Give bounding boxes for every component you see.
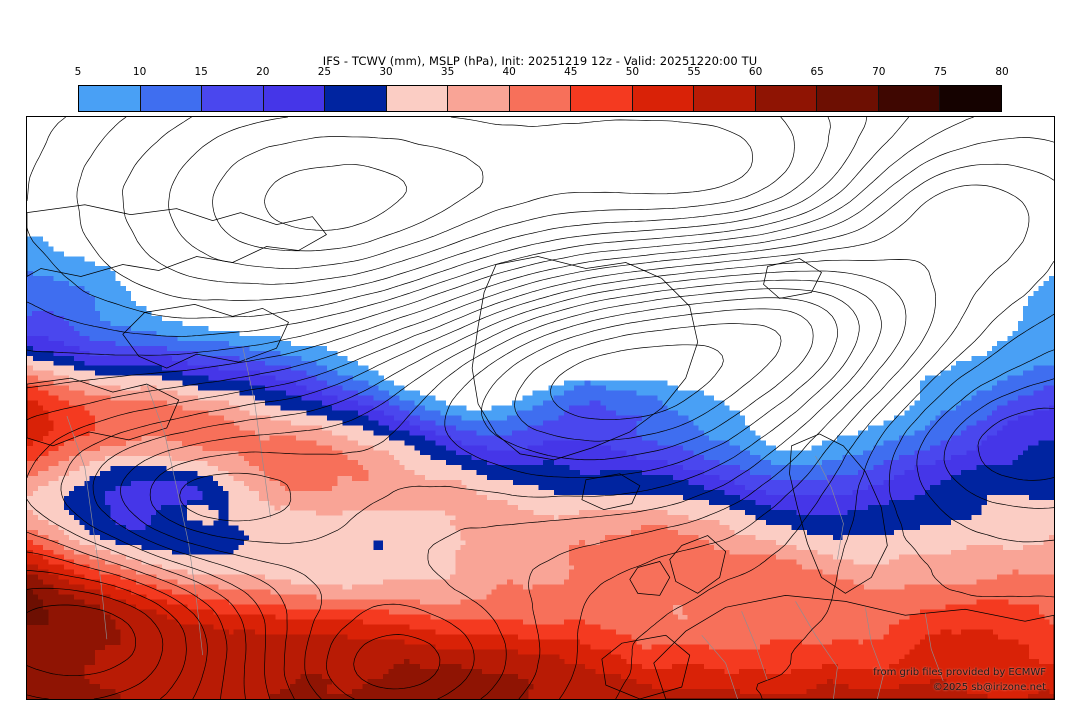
- colorbar-tick-50: 50: [625, 66, 640, 78]
- colorbar-tick-15: 15: [194, 66, 208, 78]
- colorbar-band-60-65: [755, 86, 818, 111]
- coastline-layer: [27, 204, 1054, 699]
- colorbar-tick-70: 70: [872, 66, 886, 78]
- colorbar-bands: [78, 85, 1002, 112]
- page-title: IFS - TCWV (mm), MSLP (hPa), Init: 20251…: [322, 54, 758, 68]
- tcwv-band-55-60: [27, 564, 1054, 699]
- isobar-976hPa: [481, 308, 814, 461]
- colorbar-band-5-10: [79, 86, 141, 111]
- coastline-segment-8: [669, 535, 727, 594]
- coastline-segment-7: [789, 433, 888, 594]
- tcwv-band-30-35: [27, 355, 1054, 591]
- colorbar-band-15-20: [202, 86, 264, 111]
- colorbar-tick-80: 80: [995, 66, 1009, 78]
- coastline-segment-9: [629, 561, 671, 596]
- tcwv-band-65-70: [27, 589, 49, 626]
- country-border-3: [924, 613, 944, 682]
- isobar-988hPa: [120, 279, 882, 699]
- country-border-5: [701, 635, 738, 699]
- isobar-1000hPa: [27, 184, 1030, 699]
- colorbar-band-10-15: [140, 86, 203, 111]
- tcwv-band-50-55: [27, 400, 1054, 699]
- colorbar-band-55-60: [694, 86, 756, 111]
- map-plot-area[interactable]: from grib files provided by ECMWF ©2025 …: [26, 116, 1055, 700]
- isobar-1028hPa: [121, 117, 795, 285]
- coastline-segment-5: [581, 473, 641, 511]
- isobar-1012hPa: [27, 117, 1054, 699]
- mslp-isobar-layer: [27, 117, 1054, 699]
- colorbar-tick-10: 10: [132, 66, 147, 78]
- colorbar-tick-45: 45: [564, 66, 578, 78]
- coastline-segment-4: [471, 256, 699, 461]
- isobar-980hPa: [179, 297, 838, 690]
- colorbar-band-40-45: [509, 86, 572, 111]
- isobar-1024hPa: [76, 117, 831, 301]
- colorbar-band-20-25: [263, 86, 326, 111]
- colorbar-tick-30: 30: [379, 66, 393, 78]
- tcwv-band-35-40: [27, 365, 1054, 621]
- colorbar-tick-35: 35: [440, 66, 455, 78]
- country-border-8: [66, 415, 108, 640]
- isobar-1032hPa: [168, 117, 753, 269]
- country-border-4: [741, 611, 768, 682]
- isobar-1020hPa: [27, 117, 1054, 676]
- colorbar-tick-55: 55: [687, 66, 701, 78]
- colorbar-tick-65: 65: [810, 66, 824, 78]
- isobar-992hPa: [92, 270, 907, 699]
- colorbar-tick-40: 40: [502, 66, 516, 78]
- colorbar-band-50-55: [632, 86, 695, 111]
- tcwv-band-25-30: [27, 345, 1054, 556]
- colorbar-band-65-70: [817, 86, 879, 111]
- colorbar-band-30-35: [386, 86, 449, 111]
- coastline-segment-6: [763, 258, 822, 299]
- country-border-6: [815, 455, 844, 560]
- coastline-segment-11: [601, 634, 691, 699]
- country-border-7: [146, 383, 203, 656]
- colorbar-band-75-80: [940, 86, 1001, 111]
- colorbar-band-35-40: [448, 86, 510, 111]
- country-border-2: [865, 607, 884, 699]
- colorbar-tick-60: 60: [748, 66, 763, 78]
- tcwv-band-60-65: [27, 574, 534, 699]
- coastline-segment-10: [653, 594, 1054, 699]
- isobar-1040hPa: [264, 163, 407, 231]
- isobar-1004hPa: [27, 163, 1054, 699]
- colorbar-tick-5: 5: [74, 66, 82, 78]
- tcwv-band-40-45: [27, 375, 1054, 650]
- isobar-968hPa: [550, 344, 724, 420]
- colorbar-tick-75: 75: [933, 66, 948, 78]
- country-border-9: [242, 346, 271, 518]
- isobar-1016hPa: [27, 117, 1054, 699]
- colorbar: 5 10 15 20 25 30 35 40 45 50 55 60 65 70 75 80: [74, 66, 1009, 114]
- country-border-layer: [66, 346, 944, 699]
- isobar-996hPa: [60, 259, 936, 699]
- colorbar-tick-20: 20: [256, 66, 270, 78]
- colorbar-band-25-30: [325, 86, 387, 111]
- isobar-972hPa: [514, 323, 782, 442]
- coastline-segment-2: [122, 303, 289, 369]
- coastline-segment-3: [27, 377, 180, 447]
- colorbar-tick-25: 25: [317, 66, 332, 78]
- isobar-1036hPa: [212, 136, 484, 252]
- colorbar-band-45-50: [571, 86, 633, 111]
- weather-map-svg: [27, 117, 1054, 699]
- isobar-984hPa: [149, 288, 860, 699]
- colorbar-band-70-75: [878, 86, 941, 111]
- country-border-1: [795, 601, 838, 699]
- colorbar-tick-labels: 5 10 15 20 25 30 35 40 45 50 55 60 65 70 75 80: [74, 66, 1009, 82]
- isobar-1008hPa: [27, 137, 1054, 699]
